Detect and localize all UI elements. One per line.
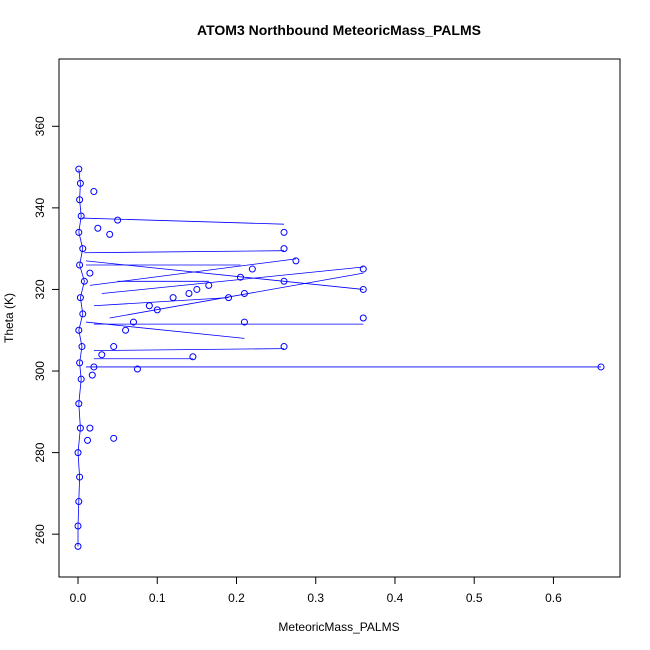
data-point <box>77 375 85 383</box>
data-series <box>74 165 605 550</box>
series-line <box>81 217 285 225</box>
data-point <box>359 265 367 273</box>
series-line <box>109 272 364 319</box>
data-point <box>189 353 197 361</box>
plot-frame <box>58 58 621 578</box>
x-tick-label: 0.4 <box>387 591 404 605</box>
series-line <box>85 260 364 290</box>
data-point <box>280 343 288 351</box>
data-point <box>225 294 233 302</box>
y-tick-label: 360 <box>33 116 47 136</box>
series-line <box>85 321 245 339</box>
data-point <box>597 363 605 371</box>
series-line <box>77 169 85 547</box>
data-point <box>169 294 177 302</box>
data-point <box>76 179 84 187</box>
data-point <box>153 306 161 314</box>
data-point <box>90 188 98 196</box>
data-point <box>77 212 85 220</box>
series-line <box>93 348 285 352</box>
data-point <box>80 277 88 285</box>
y-tick-label: 300 <box>33 361 47 381</box>
x-tick-label: 0.2 <box>228 591 245 605</box>
data-point <box>76 294 84 302</box>
data-point <box>280 245 288 253</box>
data-point <box>79 310 87 318</box>
series-line <box>84 250 285 254</box>
data-point <box>76 424 84 432</box>
x-tick-label: 0.3 <box>307 591 324 605</box>
y-tick-label: 320 <box>33 279 47 299</box>
data-point <box>240 290 248 298</box>
data-point <box>75 165 83 173</box>
data-point <box>86 424 94 432</box>
y-tick-label: 280 <box>33 442 47 462</box>
data-point <box>236 273 244 281</box>
y-tick-label: 260 <box>33 524 47 544</box>
data-point <box>76 261 84 269</box>
data-point <box>110 434 118 442</box>
data-point <box>84 436 92 444</box>
data-point <box>248 265 256 273</box>
data-point <box>240 318 248 326</box>
data-point <box>76 196 84 204</box>
data-point <box>359 314 367 322</box>
data-point <box>79 245 87 253</box>
data-point <box>185 290 193 298</box>
data-point <box>75 498 83 506</box>
series-line <box>101 266 364 294</box>
data-point <box>86 269 94 277</box>
data-point <box>193 285 201 293</box>
data-point <box>359 285 367 293</box>
x-tick-label: 0.1 <box>149 591 166 605</box>
data-point <box>98 351 106 359</box>
x-tick-label: 0.6 <box>545 591 562 605</box>
series-line <box>93 297 229 307</box>
data-point <box>133 365 141 373</box>
data-point <box>94 224 102 232</box>
y-tick-label: 340 <box>33 198 47 218</box>
data-point <box>280 228 288 236</box>
data-point <box>110 343 118 351</box>
data-point <box>75 326 83 334</box>
x-tick-label: 0.0 <box>70 591 87 605</box>
y-axis: 260 280 300 320 340 360 <box>33 116 60 544</box>
data-point <box>74 542 82 550</box>
x-tick-label: 0.5 <box>466 591 483 605</box>
data-point <box>90 363 98 371</box>
data-point <box>76 473 84 481</box>
data-point <box>76 359 84 367</box>
data-point <box>74 522 82 530</box>
data-point <box>75 228 83 236</box>
data-point <box>114 216 122 224</box>
y-axis-label: Theta (K) <box>2 293 16 343</box>
data-point <box>74 449 82 457</box>
data-point <box>75 400 83 408</box>
chart-title: ATOM3 Northbound MeteoricMass_PALMS <box>197 22 481 38</box>
x-axis-label: MeteoricMass_PALMS <box>278 620 399 634</box>
data-point <box>78 343 86 351</box>
data-point <box>280 277 288 285</box>
data-point <box>129 318 137 326</box>
data-point <box>145 302 153 310</box>
data-point <box>122 326 130 334</box>
data-point <box>88 371 96 379</box>
x-axis: 0.0 0.1 0.2 0.3 0.4 0.5 0.6 <box>70 576 562 605</box>
data-point <box>205 281 213 289</box>
data-point <box>106 230 114 238</box>
data-point <box>292 257 300 265</box>
